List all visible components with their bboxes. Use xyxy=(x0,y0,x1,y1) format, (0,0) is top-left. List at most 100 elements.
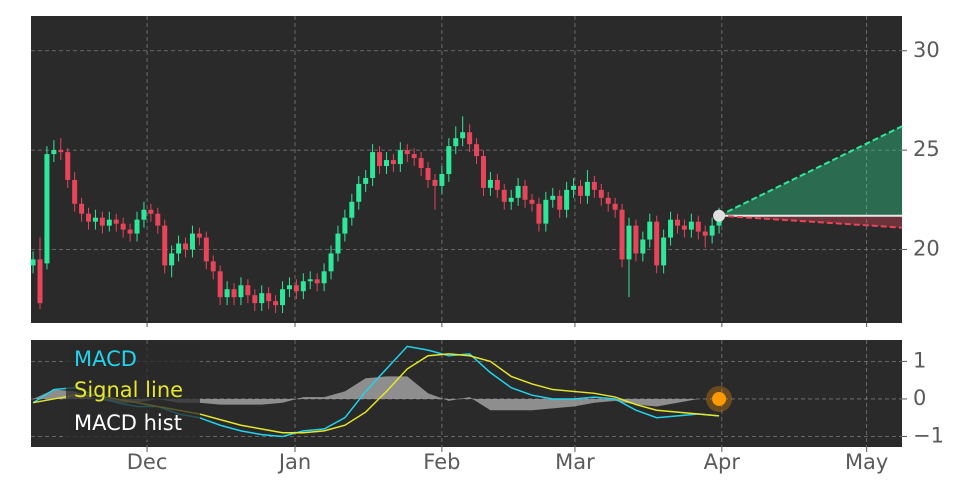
legend-entry: MACD hist xyxy=(74,411,182,435)
y-tick-label: −1 xyxy=(913,423,944,447)
candle-body xyxy=(92,217,98,222)
candle-body xyxy=(245,285,251,296)
candle-body xyxy=(300,281,306,292)
candle-body xyxy=(647,221,653,240)
candle-body xyxy=(51,150,57,155)
candle-body xyxy=(363,177,369,184)
candle-body xyxy=(280,289,286,306)
candle-body xyxy=(425,168,431,180)
candle-body xyxy=(141,209,147,220)
candle-body xyxy=(307,279,313,282)
candle-body xyxy=(432,179,438,186)
forecast-lower xyxy=(719,214,903,229)
candle-body xyxy=(654,221,660,266)
macd-hist-area xyxy=(33,376,720,411)
forecast-upper xyxy=(718,125,903,217)
candle-body xyxy=(390,160,396,165)
candle-body xyxy=(79,203,85,214)
candle-body xyxy=(224,289,230,298)
candle-body xyxy=(598,189,604,198)
legend-box xyxy=(66,344,200,440)
x-tick-label: May xyxy=(845,450,888,474)
price-panel xyxy=(31,16,902,323)
candle-body xyxy=(564,189,570,210)
candle-body xyxy=(515,185,521,198)
candle-body xyxy=(453,138,459,147)
candle-body xyxy=(674,219,680,226)
candle-body xyxy=(259,293,265,304)
candle-body xyxy=(404,150,410,155)
candle-body xyxy=(501,189,507,202)
candle-body xyxy=(377,152,383,167)
candle-body xyxy=(668,219,674,238)
candle-body xyxy=(688,221,694,230)
candle-body xyxy=(446,146,452,174)
candle-body xyxy=(571,185,577,190)
candle-body xyxy=(210,261,216,272)
candle-body xyxy=(591,181,597,190)
y-tick-label: 1 xyxy=(913,348,926,372)
candle-body xyxy=(487,179,493,188)
x-tick-label: Feb xyxy=(423,450,460,474)
candle-body xyxy=(189,233,195,250)
legend-entry: MACD xyxy=(74,347,137,371)
candle-body xyxy=(633,225,639,254)
candle-body xyxy=(273,301,279,306)
candle-body xyxy=(543,199,549,224)
candle-body xyxy=(439,173,445,186)
candle-body xyxy=(474,144,480,157)
candle-body xyxy=(113,219,119,224)
candle-body xyxy=(321,271,327,284)
candle-body xyxy=(44,154,50,264)
legend-entry: Signal line xyxy=(74,378,183,402)
candle-body xyxy=(536,203,542,224)
candle-body xyxy=(640,239,646,254)
candle-body xyxy=(494,179,500,190)
last-close-marker xyxy=(713,209,726,222)
candle-body xyxy=(203,237,209,262)
candle-body xyxy=(148,209,154,214)
candle-body xyxy=(252,295,258,304)
candle-body xyxy=(120,223,126,230)
candle-body xyxy=(162,225,168,266)
candle-body xyxy=(30,259,36,266)
candle-body xyxy=(86,213,92,222)
x-tick-label: Jan xyxy=(277,450,311,474)
candle-body xyxy=(411,154,417,159)
candle-body xyxy=(238,285,244,298)
candle-body xyxy=(626,225,632,260)
candle-body xyxy=(681,225,687,230)
candle-body xyxy=(480,156,486,188)
candle-body xyxy=(356,183,362,202)
candle-body xyxy=(72,179,78,204)
candle-body xyxy=(702,231,708,236)
candle-body xyxy=(335,233,341,254)
candle-body xyxy=(286,285,292,290)
candle-body xyxy=(522,185,528,200)
y-tick-label: 25 xyxy=(913,137,940,161)
candle-body xyxy=(383,160,389,167)
candle-body xyxy=(557,195,563,210)
candle-body xyxy=(183,243,189,250)
y-tick-label: 0 xyxy=(913,386,926,410)
candle-body xyxy=(37,259,43,304)
x-tick-label: Apr xyxy=(704,450,741,474)
candle-body xyxy=(612,203,618,210)
candle-body xyxy=(508,197,514,202)
y-tick-label: 30 xyxy=(913,38,940,62)
candle-body xyxy=(577,185,583,196)
plot-layer: 20 25 30 Dec Jan Feb Mar Apr May −1 0 1 MACD Signal l… xyxy=(30,16,944,474)
y-tick-label: 20 xyxy=(913,236,940,260)
macd-marker xyxy=(712,391,727,406)
candle-body xyxy=(217,271,223,298)
candle-body xyxy=(127,229,133,234)
x-tick-label: Mar xyxy=(555,450,595,474)
candle-body xyxy=(460,132,466,139)
candle-body xyxy=(342,217,348,234)
candle-body xyxy=(418,158,424,169)
candle-body xyxy=(550,195,556,200)
candle-body xyxy=(231,289,237,298)
candle-body xyxy=(370,152,376,178)
candle-body xyxy=(196,233,202,238)
candle-body xyxy=(397,150,403,165)
